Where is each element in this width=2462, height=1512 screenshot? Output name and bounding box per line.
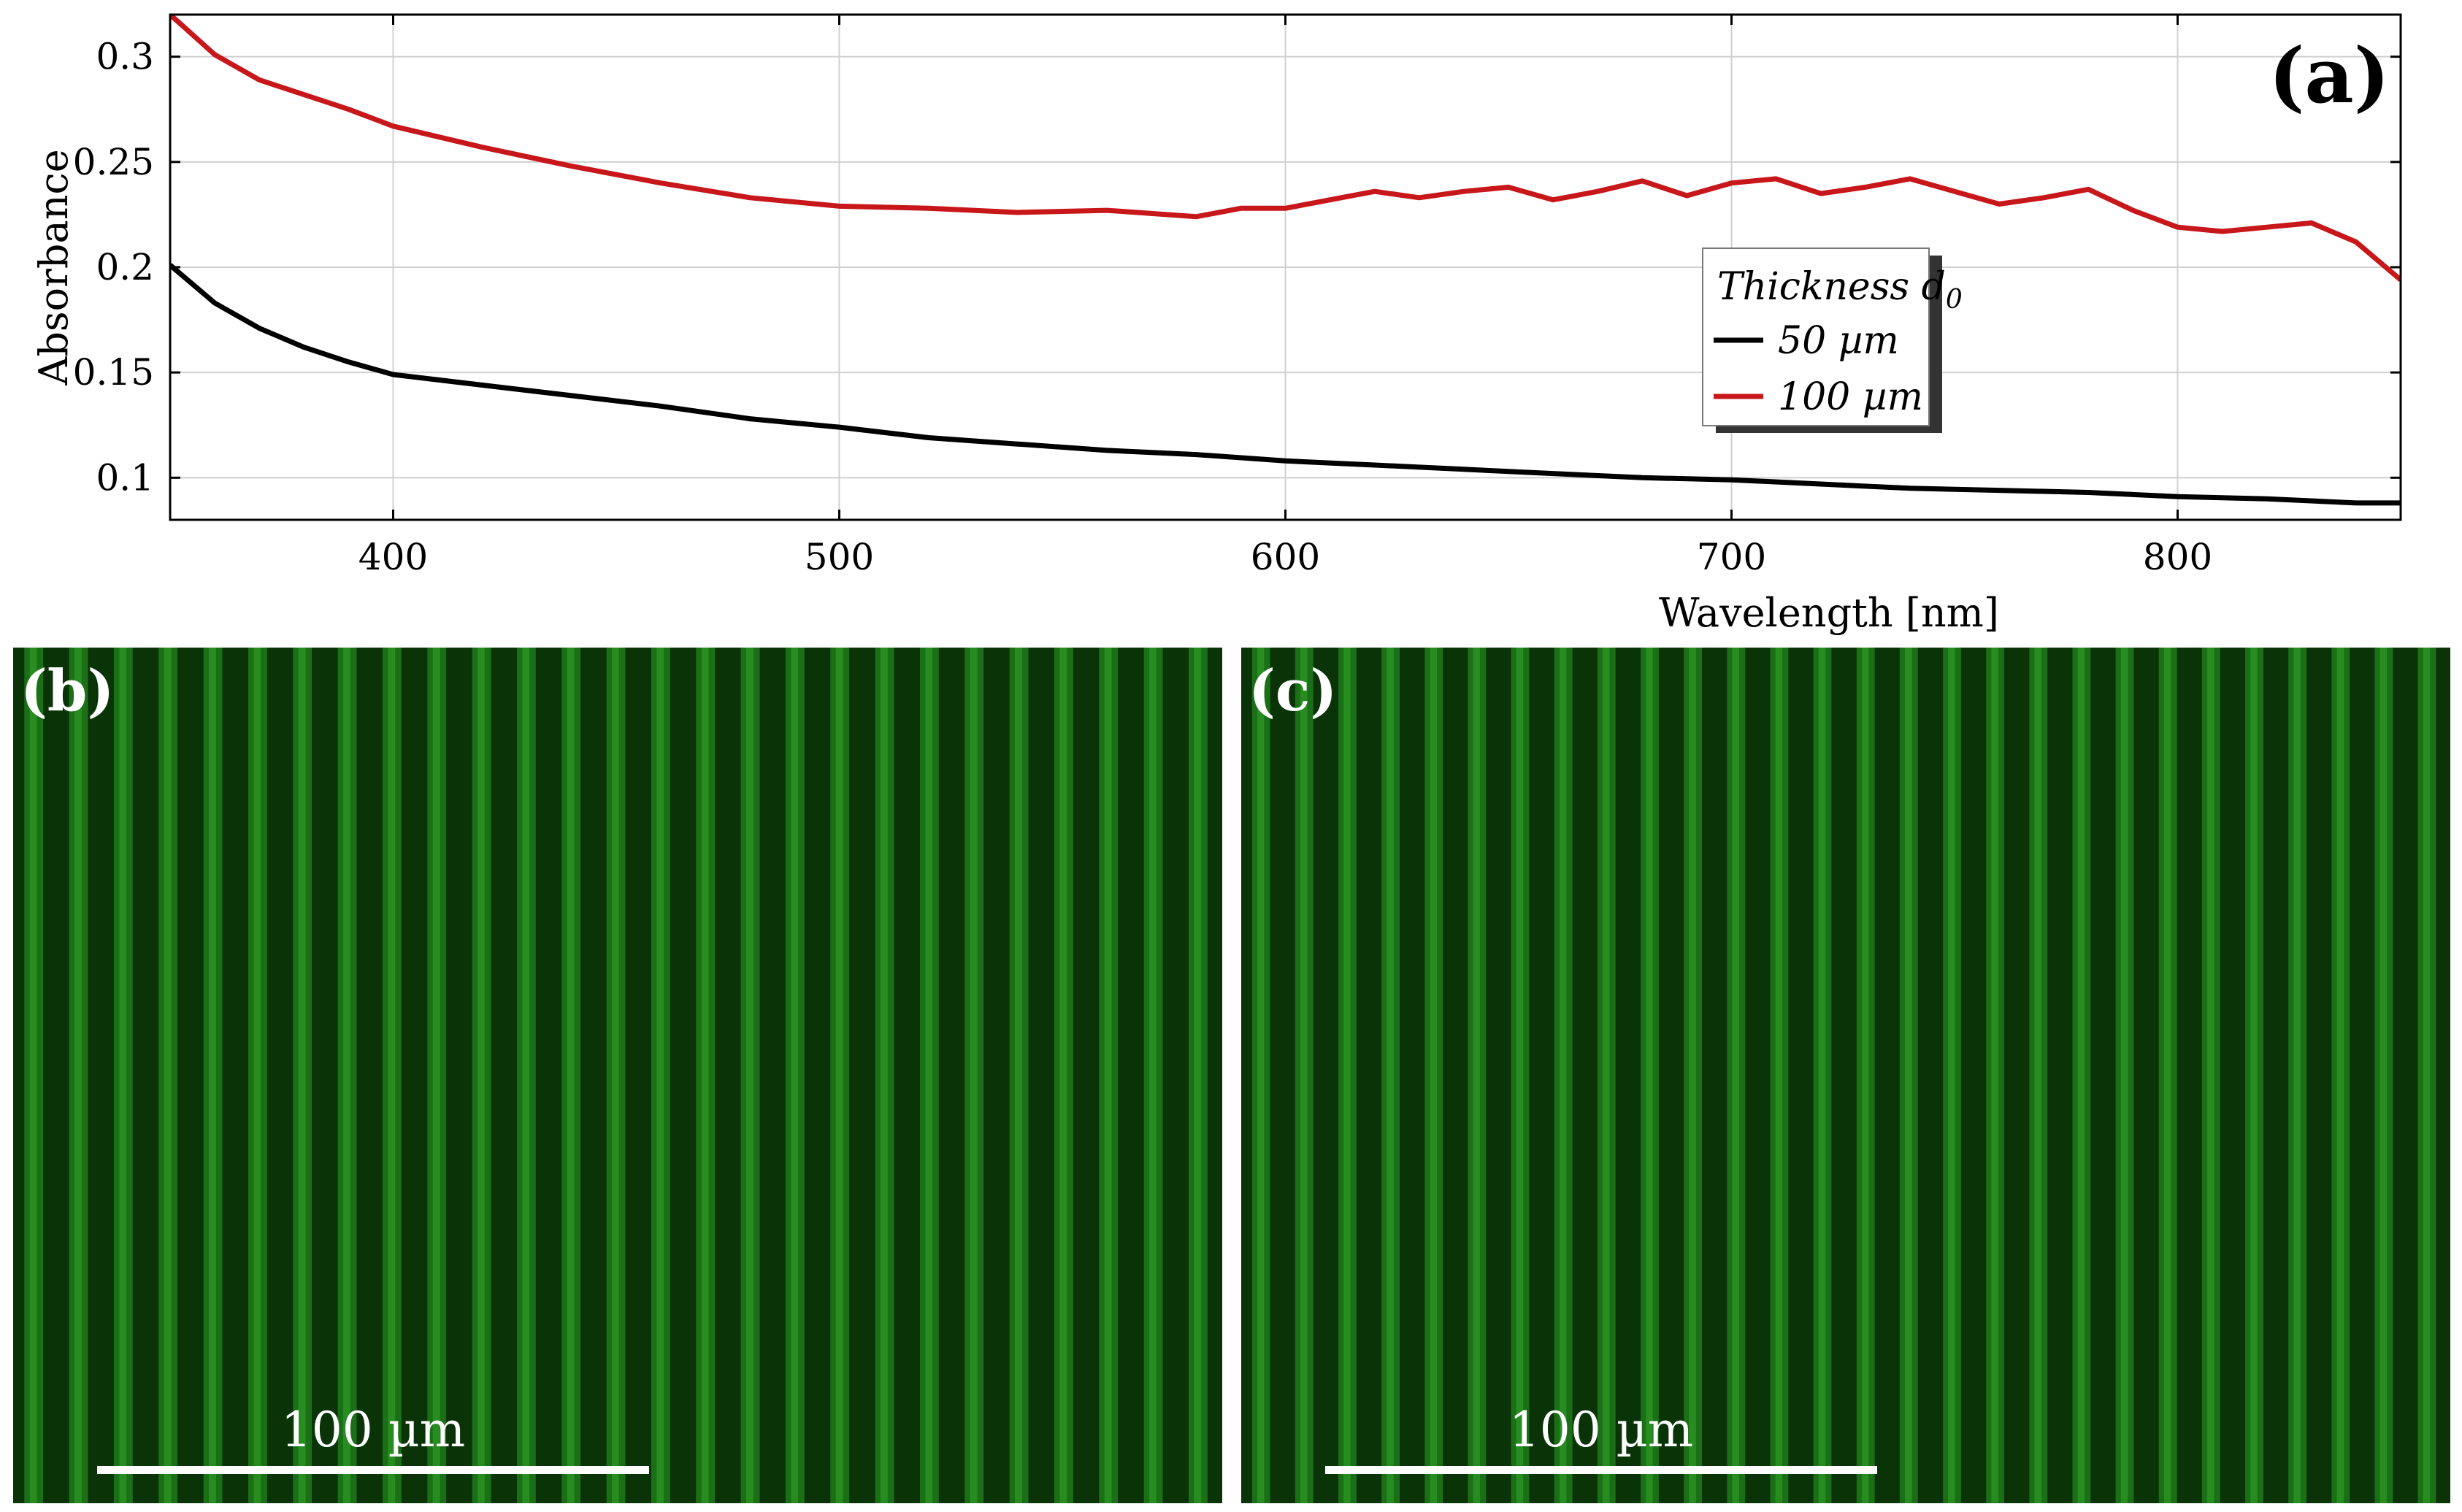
fringe-core xyxy=(1257,648,1265,1503)
fringe-core xyxy=(74,648,82,1503)
stripe-pattern-c xyxy=(1241,648,2450,1503)
fringe-core xyxy=(2120,648,2128,1503)
fringe-core xyxy=(2293,648,2301,1503)
fringe-core xyxy=(1194,648,1202,1503)
fringe-core xyxy=(970,648,978,1503)
fringe-core xyxy=(881,648,888,1503)
fringe-core xyxy=(1689,648,1696,1503)
fringe-core xyxy=(791,648,799,1503)
fringe-core xyxy=(1015,648,1022,1503)
ticks xyxy=(170,15,2401,520)
y-tick-label: 0.15 xyxy=(73,351,154,394)
fringe-core xyxy=(2379,648,2388,1503)
micrograph-background xyxy=(1241,648,2450,1503)
x-tick-label: 600 xyxy=(1251,536,1320,578)
x-tick-label: 700 xyxy=(1697,536,1766,578)
fringe-core xyxy=(835,648,843,1503)
fringe-core xyxy=(1059,648,1067,1503)
panel-label-c: (c) xyxy=(1249,658,1338,724)
fringe-core xyxy=(1516,648,1524,1503)
x-tick-label: 500 xyxy=(805,536,874,578)
fringe-core xyxy=(119,648,127,1503)
fringe-core xyxy=(1387,648,1394,1503)
fringe-core xyxy=(1732,648,1739,1503)
y-tick-label: 0.2 xyxy=(96,246,154,288)
fringe-core xyxy=(29,648,37,1503)
fringe-core xyxy=(1343,648,1351,1503)
legend-label-100: 100 µm xyxy=(1778,375,1923,419)
fringe-core xyxy=(2163,648,2171,1503)
fringe-core xyxy=(567,648,575,1503)
x-tick-label: 800 xyxy=(2143,536,2212,578)
fringe-core xyxy=(1948,648,1955,1503)
fringe-core xyxy=(1991,648,1998,1503)
panel-label-a: (a) xyxy=(2269,31,2390,120)
legend: Thickness d0 50 µm 100 µm xyxy=(1702,247,1963,433)
x-axis-label: Wavelength [nm] xyxy=(1659,590,1999,636)
scale-bar-c xyxy=(1325,1466,1877,1474)
legend-title-text: Thickness d xyxy=(1717,265,1946,309)
legend-title: Thickness d0 xyxy=(1717,265,1963,315)
fringe-core xyxy=(656,648,664,1503)
fringe-core xyxy=(1300,648,1308,1503)
fringe-core xyxy=(253,648,261,1503)
micrograph-b: (b) 100 µm xyxy=(13,648,1222,1503)
fringe-core xyxy=(1603,648,1610,1503)
y-tick-label: 0.25 xyxy=(73,141,154,183)
fringe-core xyxy=(343,648,350,1503)
absorbance-chart: 400 500 600 700 800 0.1 0.15 0.2 0.25 0.3 Wavelen… xyxy=(31,13,2402,636)
y-tick-label: 0.1 xyxy=(96,456,154,499)
fringe-core xyxy=(2423,648,2431,1503)
fringe-core xyxy=(1430,648,1437,1503)
fringe-core xyxy=(2207,648,2214,1503)
x-tick-label: 400 xyxy=(358,536,428,578)
scale-bar-label-b: 100 µm xyxy=(280,1402,466,1458)
fringe-core xyxy=(1104,648,1112,1503)
fringe-core xyxy=(1149,648,1157,1503)
panel-label-b: (b) xyxy=(20,658,115,724)
fringe-core xyxy=(925,648,933,1503)
fringe-core xyxy=(478,648,485,1503)
fringe-core xyxy=(612,648,619,1503)
fringe-core xyxy=(1775,648,1783,1503)
legend-title-subscript: 0 xyxy=(1946,285,1963,315)
legend-label-50: 50 µm xyxy=(1778,319,1899,363)
fringe-core xyxy=(2034,648,2041,1503)
fringe-core xyxy=(701,648,709,1503)
fringe-core xyxy=(388,648,396,1503)
y-axis-label: Absorbance xyxy=(31,149,77,385)
fringe-core xyxy=(2250,648,2258,1503)
fringe-core xyxy=(209,648,216,1503)
fringe-core xyxy=(164,648,172,1503)
fringe-core xyxy=(1559,648,1567,1503)
series-line-50um xyxy=(170,263,2401,506)
fringe-core xyxy=(2077,648,2085,1503)
stripe-pattern-b xyxy=(13,648,1222,1503)
tick-labels: 400 500 600 700 800 0.1 0.15 0.2 0.25 0.3 xyxy=(73,36,2213,578)
fringe-core xyxy=(1646,648,1653,1503)
series-group xyxy=(170,15,2401,506)
fringe-core xyxy=(2336,648,2344,1503)
fringe-core xyxy=(1861,648,1869,1503)
y-tick-label: 0.3 xyxy=(96,36,154,78)
fringe-core xyxy=(298,648,306,1503)
scale-bar-b xyxy=(97,1466,649,1474)
scale-bar-label-c: 100 µm xyxy=(1508,1402,1694,1458)
fringe-core xyxy=(1473,648,1481,1503)
fringe-core xyxy=(432,648,440,1503)
fringe-core xyxy=(1818,648,1826,1503)
fringe-core xyxy=(522,648,530,1503)
fringe-core xyxy=(1905,648,1912,1503)
series-line-100um xyxy=(170,15,2401,282)
micrograph-c: (c) 100 µm xyxy=(1241,648,2450,1503)
fringe-core xyxy=(746,648,753,1503)
